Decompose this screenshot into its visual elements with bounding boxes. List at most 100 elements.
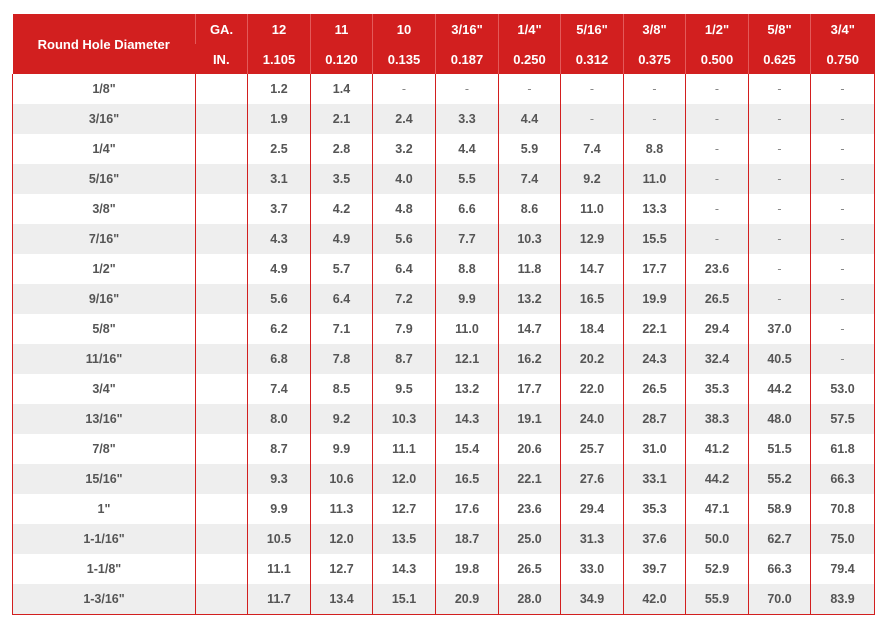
value-cell: 16.5	[435, 464, 499, 494]
value-cell: -	[810, 314, 875, 344]
table-row: 11/16" 6.8 7.8 8.7 12.1 16.2 20.2 24.3 32.4 40.5-	[12, 344, 875, 374]
value-cell: 26.5	[498, 554, 561, 584]
value-cell: 16.2	[498, 344, 561, 374]
value-cell: -	[498, 74, 561, 104]
value-cell: 3.7	[247, 194, 311, 224]
value-cell: 24.0	[560, 404, 624, 434]
value-cell: 4.8	[372, 194, 436, 224]
value-cell: 3.3	[435, 104, 499, 134]
value-cell: 4.9	[247, 254, 311, 284]
diameter-cell: 1/4"	[12, 134, 196, 164]
value-cell: 11.0	[623, 164, 686, 194]
value-cell: 12.7	[372, 494, 436, 524]
value-cell: 6.2	[247, 314, 311, 344]
value-cell: 47.1	[685, 494, 749, 524]
gauge-header-cell: 5/8"	[748, 14, 811, 44]
value-cell: 66.3	[748, 554, 811, 584]
table-row: 3/8" 3.7 4.2 4.8 6.6 8.6 11.0 13.3- - -	[12, 194, 875, 224]
table-row: 1-3/16" 11.7 13.4 15.1 20.9 28.0 34.9 42.0 55.9 7…	[12, 584, 875, 615]
value-cell: 25.0	[498, 524, 561, 554]
spacer-cell	[195, 584, 248, 615]
value-cell: -	[685, 74, 749, 104]
value-cell: 11.0	[560, 194, 624, 224]
diameter-cell: 3/4"	[12, 374, 196, 404]
table-row: 1/2" 4.9 5.7 6.4 8.8 11.8 14.7 17.7 23.6- -	[12, 254, 875, 284]
diameter-cell: 1"	[12, 494, 196, 524]
value-cell: -	[810, 164, 875, 194]
value-cell: 66.3	[810, 464, 875, 494]
value-cell: 31.3	[560, 524, 624, 554]
value-cell: 4.3	[247, 224, 311, 254]
value-cell: 2.5	[247, 134, 311, 164]
value-cell: 15.1	[372, 584, 436, 615]
value-cell: 6.8	[247, 344, 311, 374]
value-cell: 26.5	[685, 284, 749, 314]
value-cell: 4.4	[498, 104, 561, 134]
spacer-cell	[195, 74, 248, 104]
diameter-cell: 1-1/8"	[12, 554, 196, 584]
value-cell: -	[810, 134, 875, 164]
table-row: 7/16" 4.3 4.9 5.6 7.7 10.3 12.9 15.5- - -	[12, 224, 875, 254]
value-cell: 12.1	[435, 344, 499, 374]
value-cell: 9.5	[372, 374, 436, 404]
diameter-cell: 1/2"	[12, 254, 196, 284]
spacer-cell	[195, 344, 248, 374]
value-cell: -	[748, 134, 811, 164]
inch-header-cell: 0.500	[685, 44, 749, 74]
value-cell: 28.7	[623, 404, 686, 434]
value-cell: 70.8	[810, 494, 875, 524]
value-cell: 55.9	[685, 584, 749, 615]
gauge-header-cell: 3/4"	[810, 14, 875, 44]
value-cell: 40.5	[748, 344, 811, 374]
inch-header-cell: 0.250	[498, 44, 561, 74]
table-wrapper: Round Hole Diameter GA. 12 11 10 3/16" 1/4" 5…	[12, 14, 875, 615]
value-cell: 28.0	[498, 584, 561, 615]
table-row: 5/16" 3.1 3.5 4.0 5.5 7.4 9.2 11.0- - -	[12, 164, 875, 194]
value-cell: 26.5	[623, 374, 686, 404]
value-cell: 23.6	[498, 494, 561, 524]
value-cell: 10.6	[310, 464, 373, 494]
value-cell: 12.9	[560, 224, 624, 254]
value-cell: 13.2	[498, 284, 561, 314]
value-cell: 7.8	[310, 344, 373, 374]
value-cell: 9.2	[310, 404, 373, 434]
value-cell: 50.0	[685, 524, 749, 554]
value-cell: 2.8	[310, 134, 373, 164]
value-cell: -	[748, 284, 811, 314]
value-cell: 8.6	[498, 194, 561, 224]
value-cell: 24.3	[623, 344, 686, 374]
value-cell: 17.7	[498, 374, 561, 404]
value-cell: 5.7	[310, 254, 373, 284]
value-cell: 20.9	[435, 584, 499, 615]
value-cell: 51.5	[748, 434, 811, 464]
value-cell: 70.0	[748, 584, 811, 615]
value-cell: 9.2	[560, 164, 624, 194]
value-cell: 3.1	[247, 164, 311, 194]
value-cell: 7.4	[560, 134, 624, 164]
value-cell: 35.3	[623, 494, 686, 524]
value-cell: 29.4	[685, 314, 749, 344]
value-cell: 7.4	[498, 164, 561, 194]
table-row: 13/16" 8.0 9.2 10.3 14.3 19.1 24.0 28.7 38.3 48.0…	[12, 404, 875, 434]
value-cell: 11.0	[435, 314, 499, 344]
value-cell: -	[560, 104, 624, 134]
value-cell: 10.3	[498, 224, 561, 254]
value-cell: 57.5	[810, 404, 875, 434]
value-cell: -	[810, 74, 875, 104]
inch-header-cell: 0.135	[372, 44, 436, 74]
value-cell: 14.3	[372, 554, 436, 584]
table-row: 1/8" 1.2 1.4- - - - - - - -	[12, 74, 875, 104]
table-row: 1-1/8" 11.1 12.7 14.3 19.8 26.5 33.0 39.7 52.9 66…	[12, 554, 875, 584]
value-cell: -	[810, 344, 875, 374]
diameter-cell: 5/16"	[12, 164, 196, 194]
value-cell: 44.2	[685, 464, 749, 494]
value-cell: 14.3	[435, 404, 499, 434]
value-cell: 6.6	[435, 194, 499, 224]
diameter-cell: 1-3/16"	[12, 584, 196, 615]
value-cell: 11.1	[247, 554, 311, 584]
inch-header-cell: 0.187	[435, 44, 499, 74]
diameter-cell: 9/16"	[12, 284, 196, 314]
value-cell: 37.0	[748, 314, 811, 344]
value-cell: -	[748, 224, 811, 254]
value-cell: 31.0	[623, 434, 686, 464]
